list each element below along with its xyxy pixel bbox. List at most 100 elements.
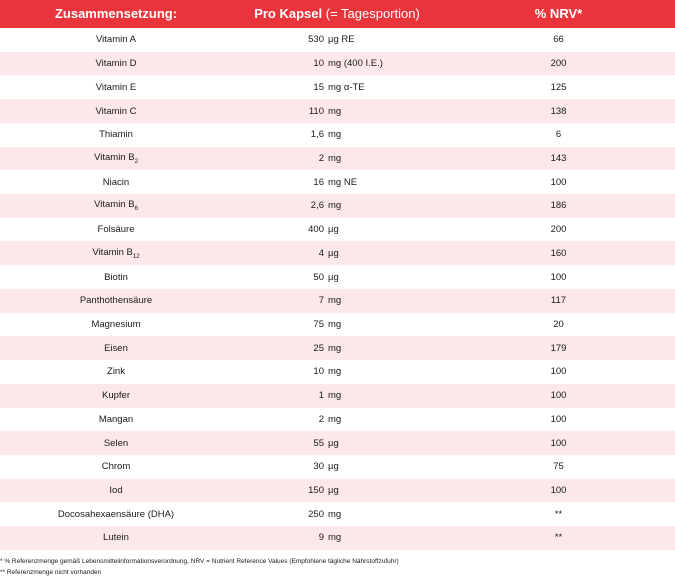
- nrv-value: 100: [550, 485, 567, 497]
- nrv-value: 179: [550, 342, 567, 354]
- nrv-value: **: [554, 508, 563, 520]
- nrv-value: 117: [550, 295, 567, 307]
- amount-value: 50: [313, 271, 324, 283]
- nutrient-name-text: Kupfer: [102, 390, 130, 402]
- nutrient-name: Eisen: [0, 343, 232, 354]
- amount-unit: mg α-TE: [328, 81, 365, 93]
- nrv-value: 100: [550, 366, 567, 378]
- header-nrv: % NRV*: [534, 6, 583, 21]
- nutrient-name-text: Vitamin B: [94, 199, 135, 211]
- nrv-value: 100: [550, 437, 567, 449]
- amount-unit: mg: [328, 366, 342, 378]
- nrv-value: 100: [550, 176, 567, 188]
- amount-cell: 50 µg: [232, 272, 442, 283]
- nutrient-name: Vitamin C: [0, 106, 232, 117]
- nrv-value: 66: [553, 34, 564, 46]
- amount-cell: 4 µg: [232, 248, 442, 259]
- nutrient-name: Kupfer: [0, 390, 232, 401]
- table-row: Vitamin D 10 mg (400 I.E.) 200: [0, 51, 675, 76]
- nrv-value: 138: [550, 105, 567, 117]
- nutrient-name: Zink: [0, 366, 232, 377]
- amount-cell: 2 mg: [232, 153, 442, 164]
- amount-unit: µg: [328, 271, 339, 283]
- amount-value: 4: [318, 247, 324, 259]
- amount-value: 15: [313, 81, 324, 93]
- nutrient-name-text: Vitamin D: [95, 58, 137, 70]
- nutrient-name: Folsäure: [0, 224, 232, 235]
- nutrient-name: Vitamin B2: [0, 152, 232, 165]
- amount-cell: 110 mg: [232, 106, 442, 117]
- table-row: Vitamin E 15 mg α-TE 125: [0, 75, 675, 99]
- nutrient-name: Vitamin B12: [0, 247, 232, 260]
- nrv-value: 200: [550, 58, 567, 70]
- amount-unit: mg: [328, 152, 342, 164]
- table-row: Docosahexaensäure (DHA) 250 mg **: [0, 502, 675, 526]
- amount-unit: mg (400 I.E.): [328, 58, 383, 70]
- amount-value: 150: [308, 485, 324, 497]
- amount-cell: 10 mg: [232, 366, 442, 377]
- amount-unit: mg: [328, 295, 342, 307]
- nutrient-name: Selen: [0, 438, 232, 449]
- amount-cell: 2 mg: [232, 414, 442, 425]
- nrv-value: **: [554, 532, 563, 544]
- table-row: Selen 55 µg 100: [0, 431, 675, 455]
- nutrient-name: Mangan: [0, 414, 232, 425]
- amount-cell: 15 mg α-TE: [232, 82, 442, 93]
- header-composition: Zusammensetzung:: [54, 6, 178, 21]
- amount-value: 1: [318, 390, 324, 402]
- amount-cell: 25 mg: [232, 343, 442, 354]
- table-header: Zusammensetzung: Pro Kapsel (= Tagesport…: [0, 0, 675, 28]
- amount-cell: 55 µg: [232, 438, 442, 449]
- nutrient-name-text: Vitamin C: [95, 105, 137, 117]
- nrv-value: 100: [550, 271, 567, 283]
- nrv-value: 6: [555, 129, 562, 141]
- nutrient-name-text: Docosahexaensäure (DHA): [57, 508, 175, 520]
- amount-unit: mg: [328, 105, 342, 117]
- nutrient-name: Lutein: [0, 532, 232, 543]
- nutrient-name: Biotin: [0, 272, 232, 283]
- nutrient-name: Vitamin A: [0, 34, 232, 45]
- nutrient-name-text: Zink: [107, 366, 125, 378]
- amount-value: 110: [308, 105, 324, 117]
- nutrient-name: Vitamin E: [0, 82, 232, 93]
- amount-value: 30: [313, 461, 324, 473]
- amount-unit: mg: [328, 508, 342, 520]
- table-body: Vitamin A 530 µg RE 66 Vitamin D 10 mg (400 I.…: [0, 28, 675, 550]
- nutrient-name: Chrom: [0, 461, 232, 472]
- amount-value: 10: [313, 58, 324, 70]
- amount-cell: 400 µg: [232, 224, 442, 235]
- nutrient-name-text: Selen: [103, 437, 129, 449]
- nutrient-name: Docosahexaensäure (DHA): [0, 509, 232, 520]
- amount-cell: 7 mg: [232, 295, 442, 306]
- amount-unit: mg: [328, 390, 342, 402]
- amount-unit: µg: [328, 437, 339, 449]
- table-row: Chrom 30 µg 75: [0, 455, 675, 479]
- nrv-value: 200: [550, 224, 567, 236]
- table-row: Vitamin B2 2 mg 143: [0, 146, 675, 171]
- nutrient-name-text: Folsäure: [97, 224, 135, 236]
- amount-cell: 30 µg: [232, 461, 442, 472]
- nutrient-name: Vitamin D: [0, 58, 232, 69]
- amount-cell: 2,6 mg: [232, 200, 442, 211]
- amount-unit: µg: [328, 485, 339, 497]
- amount-value: 2: [318, 152, 324, 164]
- table-row: Folsäure 400 µg 200: [0, 218, 675, 242]
- amount-value: 400: [308, 224, 324, 236]
- nrv-value: 100: [550, 413, 567, 425]
- table-row: Kupfer 1 mg 100: [0, 383, 675, 408]
- nutrient-name: Magnesium: [0, 319, 232, 330]
- table-row: Vitamin B6 2,6 mg 186: [0, 194, 675, 218]
- nutrient-name: Panthothensäure: [0, 295, 232, 306]
- nutrient-name-text: Panthothensäure: [79, 295, 153, 307]
- nutrient-name-text: Vitamin B: [92, 246, 133, 258]
- nrv-value: 186: [550, 200, 567, 212]
- amount-cell: 9 mg: [232, 532, 442, 543]
- amount-value: 250: [308, 508, 324, 520]
- amount-cell: 150 µg: [232, 485, 442, 496]
- header-per-capsule: Pro Kapsel (= Tagesportion): [232, 0, 442, 28]
- nutrient-name: Thiamin: [0, 129, 232, 140]
- amount-value: 10: [313, 366, 324, 378]
- nutrient-name-text: Iod: [109, 485, 123, 497]
- table-row: Vitamin B12 4 µg 160: [0, 241, 675, 266]
- nutrient-name-text: Thiamin: [99, 129, 133, 141]
